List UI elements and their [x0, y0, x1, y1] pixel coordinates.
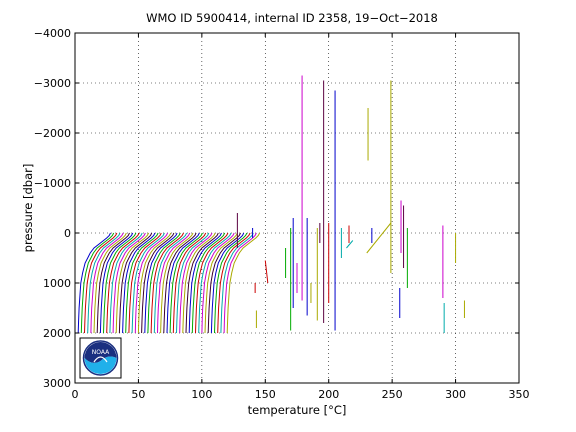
profile-line — [115, 232, 150, 334]
profile-line — [169, 232, 203, 334]
y-tick-label: −2000 — [34, 127, 71, 140]
profile-line — [137, 232, 172, 334]
y-tick-label: 0 — [64, 227, 71, 240]
profile-line — [122, 232, 156, 334]
y-tick-label: 1000 — [43, 277, 71, 290]
profile-line — [226, 232, 261, 334]
profile-line — [150, 232, 184, 334]
profile-line — [176, 232, 210, 334]
profile-lines — [77, 232, 261, 334]
profile-line — [141, 232, 175, 334]
profile-line — [166, 232, 200, 334]
profile-line — [84, 232, 118, 334]
profile-line — [109, 232, 143, 334]
profile-line — [185, 232, 219, 334]
profile-line — [223, 232, 257, 334]
y-axis-label: pressure [dbar] — [21, 164, 35, 253]
y-tick-label: −3000 — [34, 77, 71, 90]
profile-line — [195, 232, 229, 334]
profile-line — [131, 232, 165, 334]
profile-line — [118, 232, 153, 334]
outlier-segments — [236, 75, 465, 333]
x-tick-label: 300 — [445, 388, 466, 401]
x-axis-ticks: 0 50 100 150 200 250 300 350 — [72, 33, 530, 401]
profile-line — [217, 232, 251, 334]
profile-line — [99, 232, 134, 334]
profile-line — [112, 232, 146, 334]
profile-line — [77, 232, 111, 334]
profile-line — [134, 232, 169, 334]
profile-line — [220, 232, 254, 334]
profile-line — [80, 232, 115, 334]
outlier-slanted-segment — [264, 260, 269, 284]
x-tick-label: 200 — [318, 388, 339, 401]
profile-line — [198, 232, 232, 334]
profile-line — [191, 232, 226, 334]
noaa-logo-text: NOAA — [92, 349, 110, 356]
profile-line — [204, 232, 238, 334]
profile-line — [207, 232, 241, 334]
x-tick-label: 50 — [131, 388, 145, 401]
profile-line — [188, 232, 222, 334]
profile-line — [214, 232, 248, 334]
profile-line — [125, 232, 159, 334]
y-tick-label: 2000 — [43, 327, 71, 340]
profile-line — [210, 232, 245, 334]
profile-line — [103, 232, 137, 334]
y-tick-label: 3000 — [43, 377, 71, 390]
y-tick-label: −1000 — [34, 177, 71, 190]
profile-line — [128, 232, 162, 334]
x-axis-label: temperature [°C] — [248, 403, 347, 417]
outlier-slanted-segment — [346, 240, 354, 249]
x-tick-label: 0 — [72, 388, 79, 401]
chart-title: WMO ID 5900414, internal ID 2358, 19−Oct… — [146, 11, 438, 25]
profile-line — [179, 232, 213, 334]
y-axis-ticks: −4000 −3000 −2000 −1000 0 1000 2000 3000 — [34, 27, 519, 390]
profile-line — [157, 232, 191, 334]
x-tick-label: 350 — [509, 388, 530, 401]
profile-line — [87, 232, 121, 334]
outlier-slanted-segment — [366, 222, 392, 254]
plot-frame — [74, 32, 520, 384]
profile-line — [172, 232, 207, 334]
noaa-logo: NOAA — [79, 337, 122, 379]
profile-line — [106, 232, 140, 334]
profile-line — [201, 232, 235, 334]
profile-line — [144, 232, 178, 334]
profile-line — [93, 232, 127, 334]
profile-line — [96, 232, 130, 334]
x-tick-label: 250 — [382, 388, 403, 401]
y-tick-label: −4000 — [34, 27, 71, 40]
profile-line — [153, 232, 188, 334]
profile-line — [147, 232, 181, 334]
profile-line — [90, 232, 124, 334]
x-tick-label: 100 — [191, 388, 212, 401]
profile-line — [160, 232, 194, 334]
x-tick-label: 150 — [255, 388, 276, 401]
profile-line — [163, 232, 197, 334]
profile-line — [182, 232, 216, 334]
